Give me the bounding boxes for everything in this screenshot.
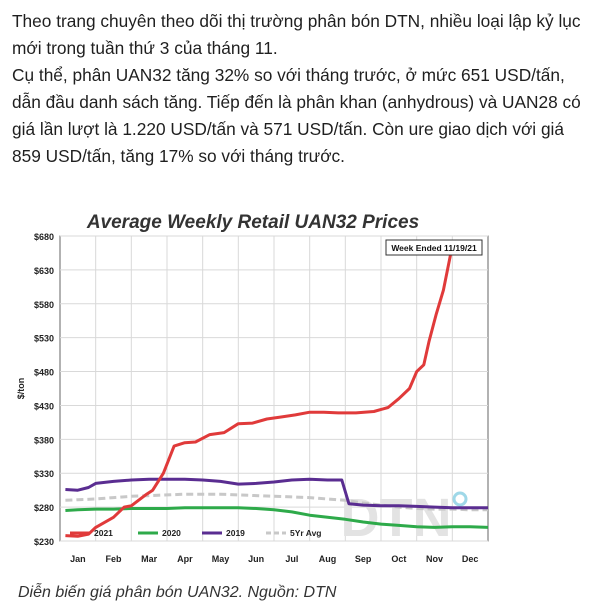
y-tick-label: $680 [34,232,54,242]
article-paragraph-1: Theo trang chuyên theo dõi thị trường ph… [12,11,581,58]
y-tick-label: $430 [34,401,54,411]
x-tick-label: Jan [70,554,86,564]
annotation-box [385,239,483,256]
y-axis-label: $/ton [16,378,26,400]
legend-label: 2019 [226,528,245,538]
x-tick-label: Sep [355,554,372,564]
x-tick-label: Oct [391,554,406,564]
x-tick-label: Apr [177,554,193,564]
series-line-5yr-avg [65,492,488,512]
chart-title: Average Weekly Retail UAN32 Prices [86,212,419,233]
legend-label: 5Yr Avg [290,528,322,538]
x-tick-label: Jun [248,554,264,564]
x-tick-label: Mar [141,554,158,564]
legend-label: 2020 [162,528,181,538]
dtn-watermark: DTN [341,488,452,548]
y-tick-label: $280 [34,503,54,513]
chart-figure: Average Weekly Retail UAN32 Prices $680 $… [8,198,498,570]
plot-area: $680 $630 $580 $530 $480 $430 $380 $330 $280 $230… [16,232,489,564]
uan32-price-chart: Average Weekly Retail UAN32 Prices $680$… [8,198,498,570]
legend-label: 2021 [94,528,113,538]
series-line-2021 [65,254,453,538]
y-tick-label: $630 [34,266,54,276]
y-tick-label: $530 [34,334,54,344]
series-line-2019 [65,477,488,510]
y-tick-label: $230 [34,537,54,547]
figure-caption: Diễn biến giá phân bón UAN32. Nguồn: DTN [18,584,337,601]
x-tick-label: Jul [285,554,298,564]
x-tick-label: Nov [426,554,443,564]
week-ended-annotation: Week Ended 11/19/21 [391,243,477,253]
x-tick-label: Dec [462,554,479,564]
x-tick-label: Aug [319,554,337,564]
article-text: Theo trang chuyên theo dõi thị trường ph… [12,8,590,170]
watermark-dot [452,491,468,507]
y-tick-label: $330 [34,469,54,479]
series-line-2020 [65,506,489,529]
article-paragraph-2: Cụ thể, phân UAN32 tăng 32% so với tháng… [12,65,581,166]
y-tick-label: $480 [34,368,54,378]
x-tick-label: May [212,554,230,564]
y-tick-label: $580 [34,300,54,310]
y-tick-label: $380 [34,435,54,445]
x-tick-label: Feb [105,554,122,564]
